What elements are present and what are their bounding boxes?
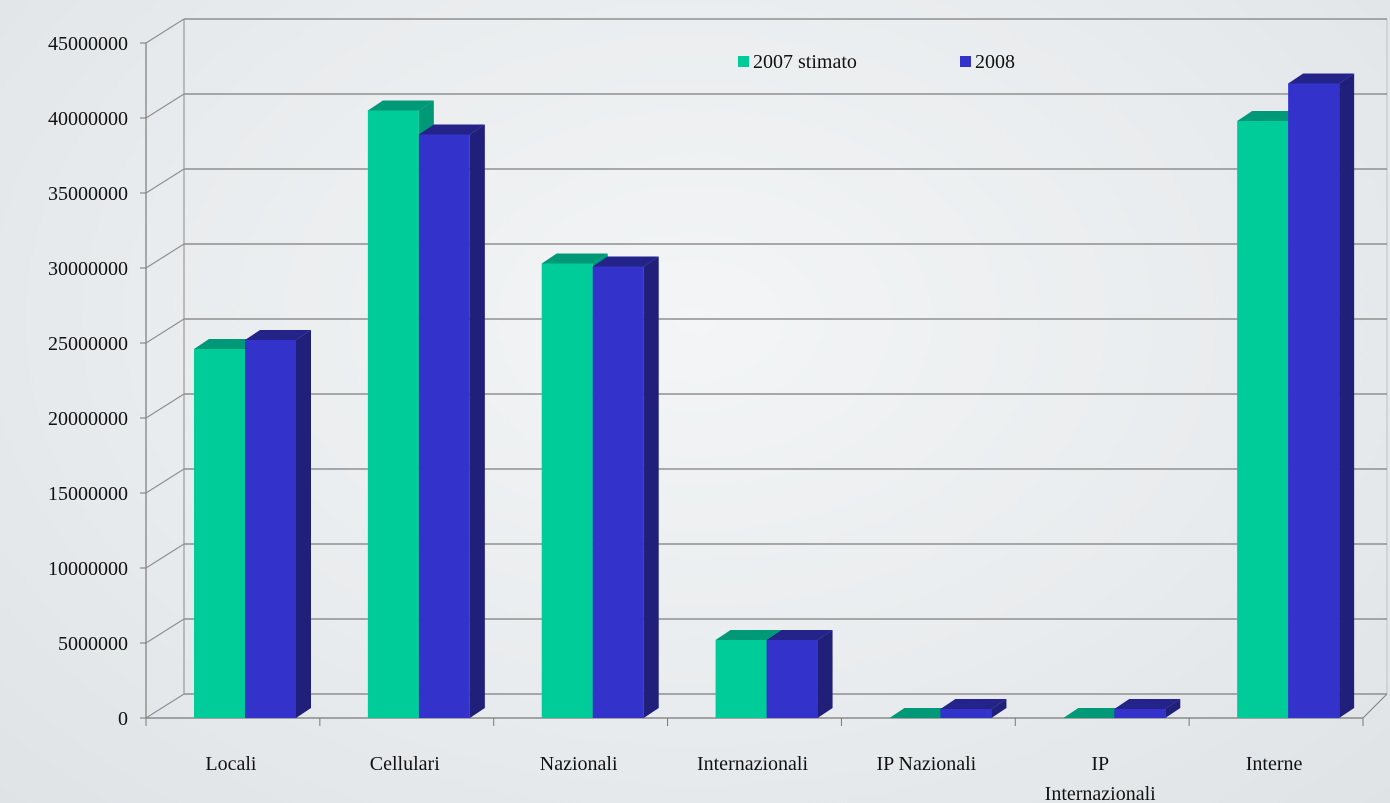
bar-top [889, 708, 956, 718]
y-tick-label: 20000000 [48, 408, 128, 430]
gridline-depth [145, 243, 185, 269]
x-tick-label: Nazionali [540, 753, 618, 775]
bar-top [541, 253, 608, 264]
bar-front [418, 134, 470, 718]
bar-top [715, 630, 782, 640]
gridline-depth [145, 543, 185, 569]
gridlines [145, 18, 1388, 719]
bar-top [367, 100, 434, 111]
legend: 2007 stimato 2008 [738, 51, 1015, 73]
gridline-depth [145, 318, 185, 344]
y-tick-label: 30000000 [48, 258, 128, 280]
legend-swatch-2008 [960, 56, 971, 67]
bar-front [245, 340, 296, 718]
bar-2008-cellulari [418, 124, 485, 718]
gridline-depth [145, 468, 185, 494]
bar-top [1114, 699, 1181, 709]
bar-front [715, 640, 767, 718]
x-tick-label: Internazionali [697, 753, 808, 775]
bar-2007-ip-nazionali [889, 708, 956, 718]
bar-front [766, 640, 818, 718]
bar-top [194, 339, 260, 349]
y-tick-label: 40000000 [48, 108, 128, 130]
y-tick-label: 35000000 [48, 183, 128, 205]
bar-front [194, 349, 245, 718]
bar-side [1165, 699, 1181, 718]
y-tick-label: 15000000 [48, 483, 128, 505]
bar-top [1063, 708, 1130, 718]
x-tick-label: Locali [205, 753, 257, 775]
x-tick-label: Cellulari [370, 753, 440, 775]
gridline-depth [145, 18, 185, 44]
x-tick-label: Interne [1246, 753, 1303, 775]
bar-front [592, 266, 644, 718]
x-axis-ticks: Locali Cellulari Nazionali Internazionali IP… [145, 718, 1364, 803]
bar-top [592, 256, 659, 267]
bar-top [940, 699, 1007, 709]
bar-top [1288, 73, 1355, 84]
bar-side [469, 124, 485, 718]
bar-2008-nazionali [592, 256, 659, 718]
bar-2008-ip-internazionali [1114, 699, 1181, 718]
bar-top [1237, 111, 1304, 121]
bar-side [643, 256, 659, 718]
gridline-depth [145, 168, 185, 194]
bars [194, 73, 1355, 718]
bar-side [991, 699, 1007, 718]
y-tick-label: 10000000 [48, 558, 128, 580]
bar-front [1114, 709, 1166, 718]
y-tick-label: 0 [118, 708, 128, 730]
bar-front [541, 263, 593, 718]
gridline-depth [145, 618, 185, 644]
bar-2008-interne [1288, 73, 1355, 718]
bar-top [418, 124, 485, 135]
gridline-depth [145, 393, 185, 419]
x-tick-label: IP Nazionali [876, 753, 976, 775]
gridline-depth [145, 93, 185, 119]
bar-2008-internazionali [766, 630, 833, 718]
y-axis-ticks: 0 5000000 10000000 15000000 20000000 25000000… [48, 33, 146, 730]
y-tick-label: 5000000 [58, 633, 128, 655]
bar-top [245, 330, 311, 340]
legend-label-2007: 2007 stimato [753, 51, 857, 73]
bar-side [296, 330, 311, 718]
bar-2008-ip-nazionali [940, 699, 1007, 718]
bar-side [1339, 73, 1355, 718]
bar-front [1288, 83, 1340, 718]
bar-side [817, 630, 833, 718]
x-tick-label: IP [1091, 753, 1109, 775]
y-tick-label: 45000000 [48, 33, 128, 55]
x-tick-label: Internazionali [1045, 783, 1156, 803]
floor-right-edge [1362, 693, 1388, 719]
bar-2007-ip-internazionali [1063, 708, 1130, 718]
bar-front [940, 709, 992, 718]
legend-label-2008: 2008 [975, 51, 1015, 73]
bar-front [367, 110, 419, 718]
legend-swatch-2007 [738, 56, 749, 67]
y-tick-label: 25000000 [48, 333, 128, 355]
bar-front [1237, 121, 1289, 718]
bar-2008-locali [245, 330, 311, 718]
gridline-depth [145, 693, 185, 719]
bar-top [766, 630, 833, 640]
